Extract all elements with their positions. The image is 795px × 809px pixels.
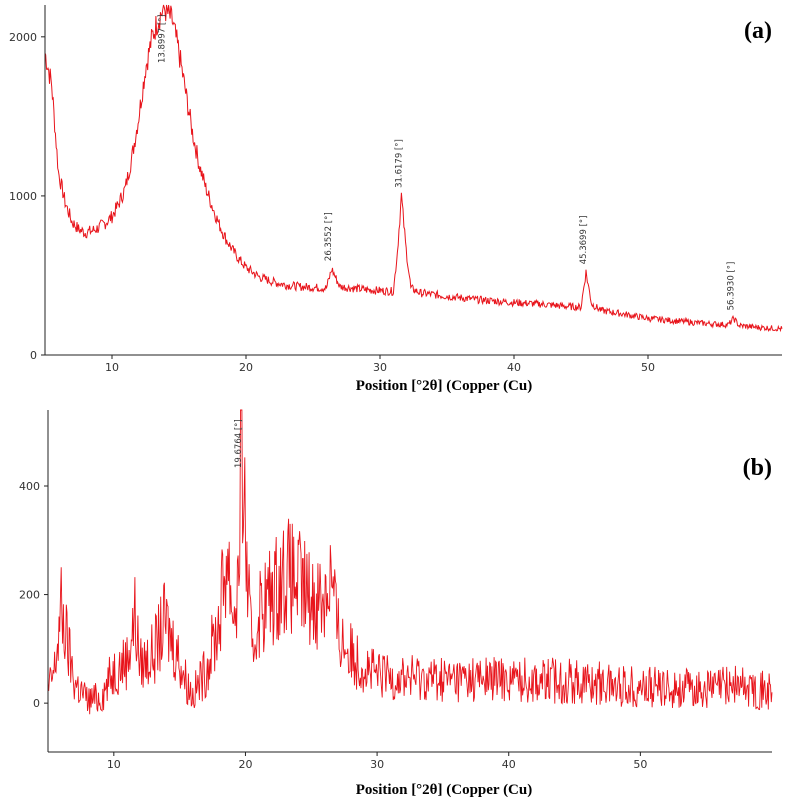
x-tick-label: 30: [370, 758, 384, 771]
x-tick-label: 20: [238, 758, 252, 771]
y-tick-label: 1000: [9, 190, 37, 203]
x-tick-label: 40: [502, 758, 516, 771]
peak-label: 13.8997 [°]: [157, 14, 167, 63]
series-line: [44, 4, 783, 333]
panel-b-plot-area: 19.6764 [°]: [47, 409, 773, 715]
panel-b: 19.6764 [°] 10 20 30 40 50 0 200 400 Position […: [19, 409, 773, 798]
peak-label: 26.3552 [°]: [324, 212, 334, 261]
x-tick-label: 50: [641, 361, 655, 374]
y-tick-label: 0: [30, 349, 37, 362]
peak-label: 45.3699 [°]: [579, 216, 589, 265]
peak-label: 56.3930 [°]: [727, 262, 737, 311]
panel-b-x-axis-label: Position [°2θ] (Copper (Cu): [356, 782, 532, 798]
panel-b-label: (b): [743, 455, 772, 481]
panel-b-ticks: 10 20 30 40 50 0 200 400: [19, 480, 647, 771]
x-tick-label: 50: [633, 758, 647, 771]
panel-a-ticks: 10 20 30 40 50 0 1000 2000: [9, 31, 655, 374]
panel-a-label: (a): [744, 18, 772, 44]
peak-label: 31.6179 [°]: [395, 139, 405, 188]
peak-label: 19.6764 [°]: [234, 419, 244, 468]
panel-a-x-axis-label: Position [°2θ] (Copper (Cu): [356, 378, 532, 394]
series-line: [47, 409, 773, 715]
y-tick-label: 200: [19, 589, 40, 602]
y-tick-label: 400: [19, 480, 40, 493]
x-tick-label: 20: [239, 361, 253, 374]
x-tick-label: 30: [373, 361, 387, 374]
x-tick-label: 10: [107, 758, 121, 771]
x-tick-label: 40: [507, 361, 521, 374]
x-tick-label: 10: [105, 361, 119, 374]
panel-a-plot-area: 13.8997 [°] 26.3552 [°] 31.6179 [°] 45.3699…: [44, 4, 783, 333]
y-tick-label: 2000: [9, 31, 37, 44]
y-tick-label: 0: [33, 697, 40, 710]
panel-a: 13.8997 [°] 26.3552 [°] 31.6179 [°] 45.3699…: [9, 4, 783, 394]
